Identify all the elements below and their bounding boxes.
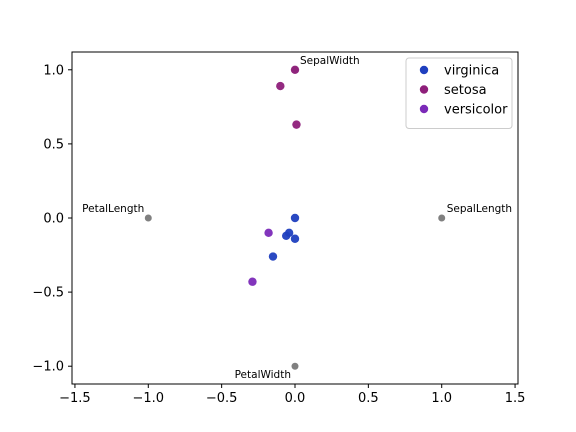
- x-tick-label: 1.5: [505, 391, 526, 406]
- y-tick-label: −0.5: [32, 286, 64, 301]
- legend-label: virginica: [444, 64, 499, 79]
- data-point-setosa: [292, 120, 301, 129]
- y-tick-label: 0.5: [43, 137, 64, 152]
- legend-marker: [419, 65, 429, 75]
- x-axis: −1.5 −1.0 −0.5 0.0 0.5 1.0 1.5: [59, 384, 525, 406]
- x-tick-label: 1.0: [431, 391, 452, 406]
- legend-marker: [419, 104, 429, 114]
- anchor-label: SepalWidth: [300, 55, 360, 67]
- data-point-virginica: [290, 234, 300, 243]
- x-tick-label: −1.5: [59, 391, 91, 406]
- anchor-point: [291, 362, 299, 370]
- anchor-label: PetalLength: [82, 203, 144, 215]
- legend-box: [405, 57, 513, 129]
- x-tick-label: −1.0: [133, 391, 165, 406]
- plot-area: SepalLength SepalWidth PetalLength PetalWid…: [82, 55, 512, 381]
- x-tick-label: 0.5: [358, 391, 379, 406]
- y-tick-label: 1.0: [43, 63, 64, 78]
- y-tick-label: −1.0: [32, 360, 64, 375]
- data-point-virginica: [290, 213, 300, 223]
- data-point-setosa: [290, 65, 300, 74]
- data-point-setosa: [276, 81, 285, 91]
- legend-label: setosa: [444, 83, 487, 98]
- data-point-versicolor: [264, 228, 273, 238]
- legend-label: versicolor: [444, 103, 508, 118]
- x-tick-label: 0.0: [285, 391, 306, 406]
- legend-marker: [419, 85, 429, 94]
- data-point-virginica: [281, 231, 291, 240]
- legend: virginica setosa versicolor: [405, 57, 513, 129]
- y-tick-label: 0.0: [43, 212, 64, 227]
- anchor-label: PetalWidth: [235, 369, 291, 381]
- data-point-virginica: [268, 252, 278, 261]
- data-point-versicolor: [248, 277, 257, 286]
- anchor-label: SepalLength: [447, 203, 512, 215]
- anchor-point: [144, 214, 152, 222]
- anchor-point: [438, 214, 446, 222]
- x-tick-label: −0.5: [206, 391, 238, 406]
- y-axis: −1.0 −0.5 0.0 0.5 1.0: [32, 63, 72, 375]
